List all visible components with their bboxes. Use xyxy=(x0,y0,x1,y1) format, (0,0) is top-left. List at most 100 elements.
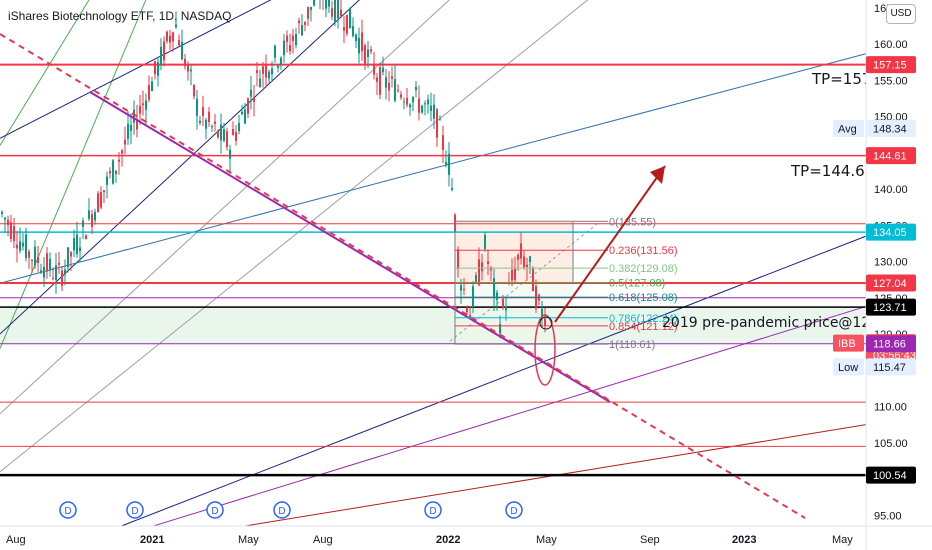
candle-body xyxy=(280,57,282,64)
price-tag xyxy=(866,120,916,138)
dividend-label: D xyxy=(278,506,285,517)
candle xyxy=(256,61,258,87)
annotation-tp157: TP=157 xyxy=(811,70,871,88)
price-tag xyxy=(866,274,916,292)
price-tag-prefix xyxy=(833,120,864,138)
x-tick-label: 2022 xyxy=(436,534,460,546)
candle-body xyxy=(40,270,42,273)
candle xyxy=(163,36,165,67)
candle-body xyxy=(502,299,504,308)
candle-body xyxy=(70,252,72,257)
candle xyxy=(541,300,543,326)
candle-body xyxy=(427,99,429,105)
dividend-marker: D xyxy=(273,501,291,519)
candle-body xyxy=(97,193,99,213)
candle-body xyxy=(19,241,21,251)
price-tag-value: 134.05 xyxy=(873,227,907,239)
candle-body xyxy=(346,14,348,34)
candle-body xyxy=(373,63,375,75)
candle-body xyxy=(49,258,51,271)
price-tag-prefix xyxy=(833,358,864,376)
price-tag xyxy=(866,466,916,484)
projection-arrow xyxy=(554,165,666,323)
candle xyxy=(169,29,171,50)
candle xyxy=(118,152,120,175)
candle xyxy=(430,92,432,122)
y-tick-label: 160.00 xyxy=(874,39,908,51)
candle-body xyxy=(52,277,54,279)
candle-body xyxy=(10,222,12,239)
candle xyxy=(160,38,162,71)
candle xyxy=(391,66,393,88)
arrow-head xyxy=(650,166,665,184)
candle xyxy=(436,107,438,147)
candle-body xyxy=(94,212,96,221)
annotation-prepandemic: 2019 pre-pandemic price@124 xyxy=(662,315,879,331)
candle xyxy=(373,52,375,80)
candle xyxy=(232,121,234,136)
price-tag-value: 123.71 xyxy=(873,302,907,314)
candle xyxy=(328,0,330,13)
candle xyxy=(244,102,246,124)
candle-body xyxy=(481,262,483,272)
candle-body xyxy=(196,98,198,116)
price-tag xyxy=(866,298,916,316)
candle-body xyxy=(544,318,546,326)
candle xyxy=(424,100,426,116)
candle xyxy=(298,17,300,34)
candle xyxy=(478,247,480,287)
candle-body xyxy=(325,0,327,9)
candle-body xyxy=(331,8,333,17)
candle-body xyxy=(496,292,498,300)
price-tag-prefix xyxy=(833,334,864,352)
candle-body xyxy=(424,103,426,105)
candle-body xyxy=(367,49,369,57)
x-tick-label: 2023 xyxy=(732,534,756,546)
candle-body xyxy=(292,35,294,41)
candle-body xyxy=(31,260,33,262)
y-tick-label: 110.00 xyxy=(874,402,907,414)
candle xyxy=(262,61,264,88)
candle-body xyxy=(409,104,411,108)
candle-body xyxy=(514,268,516,280)
candle-body xyxy=(304,21,306,25)
currency-button[interactable]: USD xyxy=(886,4,916,24)
candle-body xyxy=(286,35,288,42)
candle xyxy=(1,210,3,218)
candle xyxy=(70,250,72,271)
candle xyxy=(220,113,222,154)
candle-body xyxy=(202,107,204,116)
candle-body xyxy=(430,105,432,111)
candle xyxy=(13,217,15,249)
candle-body xyxy=(529,256,531,262)
candle-body xyxy=(541,308,543,319)
candle-body xyxy=(34,246,36,266)
candle-body xyxy=(448,153,450,175)
candle xyxy=(199,116,201,126)
candle xyxy=(475,272,477,284)
candle xyxy=(484,232,486,252)
candle-body xyxy=(343,27,345,31)
x-tick-label: Aug xyxy=(313,534,333,546)
candle-body xyxy=(211,126,213,128)
candle-body xyxy=(517,254,519,260)
candle xyxy=(103,190,105,204)
candle xyxy=(466,305,468,315)
candle-body xyxy=(256,70,258,73)
time-axis xyxy=(0,526,932,550)
candle-body xyxy=(385,77,387,88)
candle xyxy=(385,69,387,100)
candle-body xyxy=(4,217,6,220)
candle-body xyxy=(193,85,195,97)
candle xyxy=(463,277,465,296)
candle-body xyxy=(208,111,210,123)
candle-body xyxy=(232,129,234,135)
candle-body xyxy=(382,67,384,73)
candle xyxy=(361,19,363,61)
fan-line-7 xyxy=(58,235,867,550)
candle xyxy=(172,31,174,52)
candle-body xyxy=(469,315,471,319)
candle xyxy=(451,178,453,192)
